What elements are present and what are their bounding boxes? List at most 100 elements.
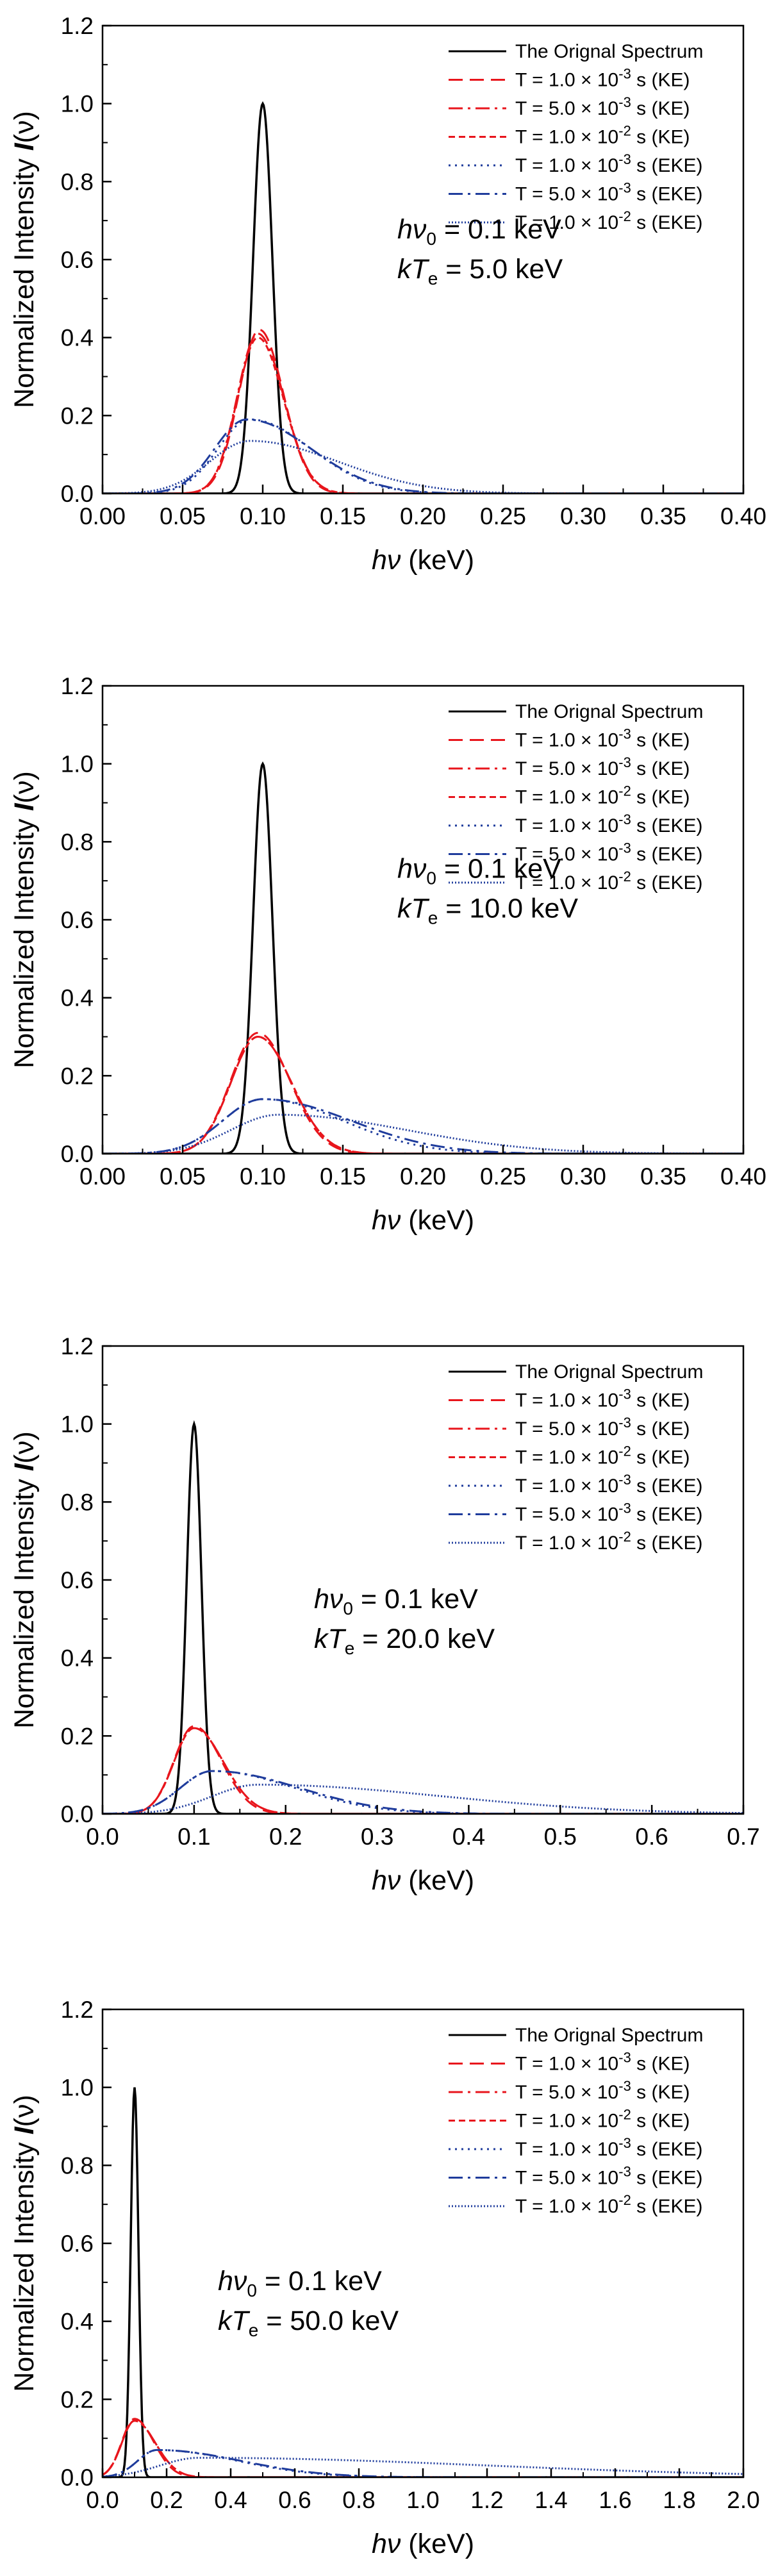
y-tick-label: 0.2: [61, 1723, 94, 1749]
x-tick-label: 0.10: [240, 503, 286, 529]
x-tick-label: 0.40: [720, 503, 766, 529]
x-tick-label: 0.1: [178, 1824, 210, 1850]
chart-panel-4: 0.0 0.2 0.4 0.6 0.8 1.0 1.2 1.4 1.6 1.8 2.0 0.0 0.2 0…: [9, 1997, 760, 2559]
x-tick-label: 1.0: [406, 2487, 439, 2513]
series-line-ke-5e-3: [103, 333, 743, 494]
y-tick-label: 0.2: [61, 1063, 94, 1089]
y-tick-label: 0.0: [61, 1141, 94, 1167]
legend-label-eke-5e-3: T = 5.0 × 10-3 s (EKE): [515, 1500, 703, 1525]
legend: The Orignal Spectrum T = 1.0 × 10-3 s (KE…: [449, 2025, 703, 2217]
y-tick-label: 0.8: [61, 169, 94, 195]
y-axis-title: Normalized Intensity I(ν): [9, 111, 40, 408]
x-tick-label: 0.2: [150, 2487, 183, 2513]
chart-panel-2: 0.00 0.05 0.10 0.15 0.20 0.25 0.30 0.35 0.40 0.0 0…: [9, 673, 766, 1236]
x-tick-label: 0.15: [320, 1163, 366, 1190]
legend-label-ke-1e-2: T = 1.0 × 10-2 s (KE): [515, 1443, 690, 1468]
y-tick-label: 0.0: [61, 481, 94, 507]
legend: The Orignal Spectrum T = 1.0 × 10-3 s (KE…: [449, 1361, 703, 1554]
legend-label-ke-1e-3: T = 1.0 × 10-3 s (KE): [515, 66, 690, 91]
series-line-eke-5e-3: [103, 418, 743, 494]
series-line-ke-1e-3: [103, 1725, 743, 1814]
x-tick-label: 0.15: [320, 503, 366, 529]
y-tick-label: 0.0: [61, 2464, 94, 2491]
y-tick-label: 1.0: [61, 751, 94, 777]
legend-label-ke-1e-3: T = 1.0 × 10-3 s (KE): [515, 726, 690, 751]
legend-label-eke-1e-3: T = 1.0 × 10-3 s (EKE): [515, 2135, 703, 2160]
y-tick-label: 0.4: [61, 325, 94, 351]
x-tick-label: 0.25: [480, 503, 526, 529]
x-tick-label: 0.4: [214, 2487, 247, 2513]
series-group: [103, 761, 743, 1154]
x-tick-label: 0.00: [79, 1163, 126, 1190]
x-tick-label: 0.0: [86, 1824, 119, 1850]
x-tick-label: 0.05: [160, 1163, 206, 1190]
annotation-electron-temperature: kTe = 20.0 keV: [314, 1624, 495, 1658]
x-tick-label: 0.10: [240, 1163, 286, 1190]
series-line-ke-5e-3: [103, 1727, 743, 1814]
x-tick-label: 1.2: [470, 2487, 503, 2513]
x-tick-label: 1.6: [599, 2487, 631, 2513]
y-tick-label: 1.2: [61, 1997, 94, 2023]
y-tick-label: 0.4: [61, 2309, 94, 2335]
x-tick-label: 1.8: [663, 2487, 695, 2513]
y-axis-title: Normalized Intensity I(ν): [9, 2095, 40, 2392]
legend-label-original: The Orignal Spectrum: [515, 2025, 703, 2046]
legend-label-eke-1e-2: T = 1.0 × 10-2 s (EKE): [515, 208, 703, 233]
series-line-ke-1e-2: [103, 1035, 743, 1154]
legend-label-eke-5e-3: T = 5.0 × 10-3 s (EKE): [515, 840, 703, 865]
y-tick-label: 1.0: [61, 91, 94, 117]
legend-label-eke-1e-2: T = 1.0 × 10-2 s (EKE): [515, 868, 703, 893]
x-tick-label: 0.40: [720, 1163, 766, 1190]
y-tick-label: 1.0: [61, 1411, 94, 1438]
x-tick-label: 0.6: [635, 1824, 668, 1850]
chart-panel-1: 0.00 0.05 0.10 0.15 0.20 0.25 0.30 0.35 0.40 0.0 0…: [9, 13, 766, 576]
legend-label-ke-5e-3: T = 5.0 × 10-3 s (KE): [515, 94, 690, 119]
series-line-original: [103, 1420, 743, 1814]
annotation-electron-temperature: kTe = 10.0 keV: [397, 893, 578, 927]
legend-label-eke-5e-3: T = 5.0 × 10-3 s (EKE): [515, 2164, 703, 2189]
legend-label-ke-1e-2: T = 1.0 × 10-2 s (KE): [515, 123, 690, 148]
x-tick-label: 0.20: [400, 1163, 446, 1190]
x-tick-label: 0.35: [640, 1163, 686, 1190]
series-line-eke-1e-3: [103, 1770, 743, 1814]
plot-frame: [101, 2008, 745, 2479]
y-tick-label: 0.4: [61, 985, 94, 1011]
y-tick-label: 0.8: [61, 829, 94, 855]
legend-label-ke-1e-3: T = 1.0 × 10-3 s (KE): [515, 2050, 690, 2075]
legend-label-ke-1e-3: T = 1.0 × 10-3 s (KE): [515, 1386, 690, 1411]
legend-label-ke-1e-2: T = 1.0 × 10-2 s (KE): [515, 2107, 690, 2132]
x-axis-title: hν (keV): [372, 2529, 474, 2559]
x-axis-title: hν (keV): [372, 1865, 474, 1896]
series-line-ke-5e-3: [103, 1035, 743, 1154]
annotation: hν0 = 0.1 keV kTe = 20.0 keV: [314, 1584, 495, 1658]
legend-label-eke-1e-3: T = 1.0 × 10-3 s (EKE): [515, 811, 703, 836]
x-tick-label: 0.7: [727, 1824, 759, 1850]
series-line-ke-1e-3: [103, 1031, 743, 1154]
y-tick-label: 0.8: [61, 1489, 94, 1515]
y-tick-label: 0.6: [61, 247, 94, 273]
x-axis-title: hν (keV): [372, 1205, 474, 1236]
annotation-photon-energy: hν0 = 0.1 keV: [218, 2266, 382, 2300]
annotation-photon-energy: hν0 = 0.1 keV: [397, 853, 561, 888]
y-tick-label: 1.0: [61, 2075, 94, 2101]
y-tick-label: 1.2: [61, 1333, 94, 1359]
x-tick-label: 0.35: [640, 503, 686, 529]
series-line-eke-1e-2: [103, 1783, 743, 1814]
series-line-ke-1e-3: [103, 329, 743, 494]
x-tick-label: 0.05: [160, 503, 206, 529]
y-tick-label: 0.6: [61, 907, 94, 933]
annotation-photon-energy: hν0 = 0.1 keV: [397, 214, 561, 249]
y-axis-title: Normalized Intensity I(ν): [9, 1431, 40, 1729]
y-tick-label: 0.0: [61, 1801, 94, 1827]
x-tick-label: 0.6: [278, 2487, 311, 2513]
legend-label-original: The Orignal Spectrum: [515, 1361, 703, 1383]
y-axis-title: Normalized Intensity I(ν): [9, 771, 40, 1068]
y-tick-label: 0.4: [61, 1645, 94, 1672]
annotation-photon-energy: hν0 = 0.1 keV: [314, 1584, 478, 1618]
x-tick-label: 0.4: [452, 1824, 485, 1850]
x-tick-label: 0.20: [400, 503, 446, 529]
chart-panel-3: 0.0 0.1 0.2 0.3 0.4 0.5 0.6 0.7 0.0 0.2 0.4 0.6 0.8 1…: [9, 1333, 760, 1896]
annotation: hν0 = 0.1 keV kTe = 50.0 keV: [218, 2266, 399, 2340]
legend-label-eke-1e-2: T = 1.0 × 10-2 s (EKE): [515, 1529, 703, 1554]
x-tick-label: 0.30: [560, 1163, 606, 1190]
